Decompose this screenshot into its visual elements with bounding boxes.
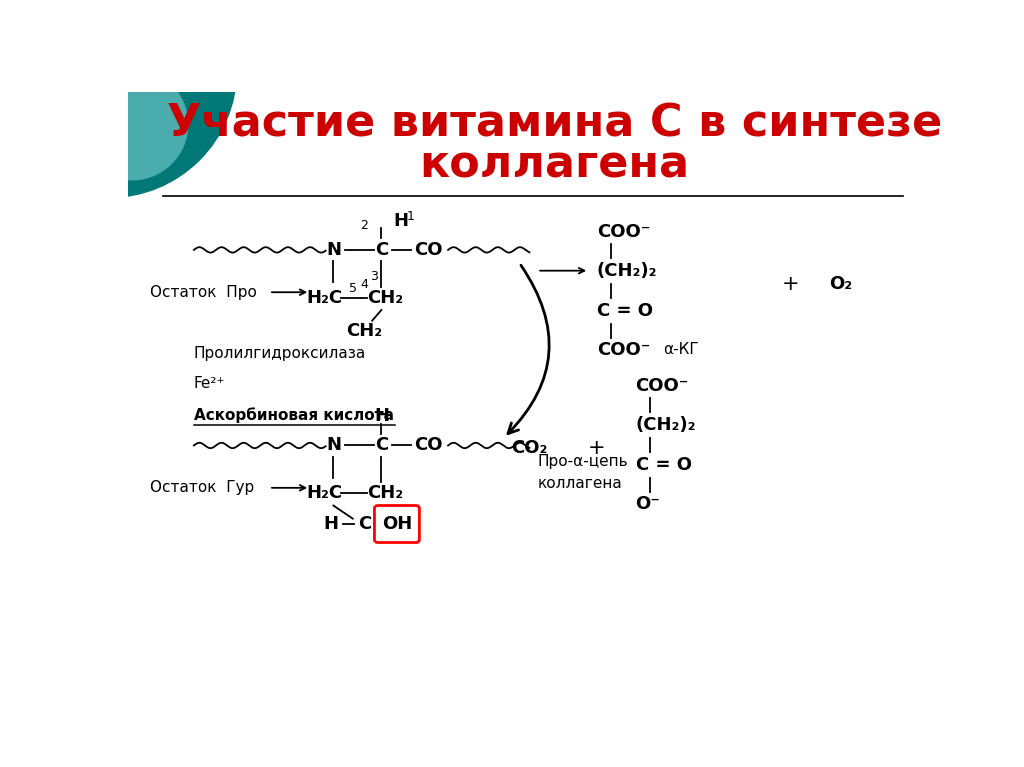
Text: Пролилгидроксилаза: Пролилгидроксилаза xyxy=(194,346,367,360)
Circle shape xyxy=(76,69,187,179)
Text: 4: 4 xyxy=(360,278,369,291)
Text: 1: 1 xyxy=(407,210,415,223)
Text: C: C xyxy=(375,436,388,455)
Text: Аскорбиновая кислота: Аскорбиновая кислота xyxy=(194,407,394,423)
Text: N: N xyxy=(326,241,341,259)
Circle shape xyxy=(0,0,237,198)
FancyArrowPatch shape xyxy=(508,265,549,433)
Text: Остаток  Гур: Остаток Гур xyxy=(150,480,254,495)
Text: H: H xyxy=(393,212,409,229)
Text: α-КГ: α-КГ xyxy=(663,343,698,357)
Text: Остаток  Про: Остаток Про xyxy=(150,285,257,300)
Text: коллагена: коллагена xyxy=(419,143,689,186)
Text: C: C xyxy=(357,515,371,533)
Text: +: + xyxy=(781,274,800,294)
Text: 2: 2 xyxy=(360,219,369,232)
Text: 5: 5 xyxy=(349,282,356,295)
Text: C = O: C = O xyxy=(597,301,653,320)
Text: CO: CO xyxy=(415,436,443,455)
Text: N: N xyxy=(326,436,341,455)
Text: COO⁻: COO⁻ xyxy=(597,223,650,241)
Text: CO₂: CO₂ xyxy=(512,439,548,457)
Text: H: H xyxy=(374,407,389,425)
Text: Про-α-цепь
коллагена: Про-α-цепь коллагена xyxy=(538,454,628,491)
Text: CH₂: CH₂ xyxy=(346,321,382,340)
Text: (CH₂)₂: (CH₂)₂ xyxy=(636,416,696,433)
Text: +: + xyxy=(588,438,605,458)
Text: 3: 3 xyxy=(371,270,379,283)
Text: Участие витамина С в синтезе: Участие витамина С в синтезе xyxy=(167,103,942,146)
Text: COO⁻: COO⁻ xyxy=(636,377,689,395)
FancyBboxPatch shape xyxy=(375,505,420,542)
Text: O⁻: O⁻ xyxy=(636,495,660,513)
Text: C: C xyxy=(375,241,388,259)
Text: OH: OH xyxy=(382,515,412,533)
Text: C = O: C = O xyxy=(636,456,691,474)
Text: CO: CO xyxy=(415,241,443,259)
Text: H₂C: H₂C xyxy=(306,288,342,307)
Text: O₂: O₂ xyxy=(829,275,853,293)
Text: Fe²⁺: Fe²⁺ xyxy=(194,377,225,391)
Text: H: H xyxy=(324,515,339,533)
Text: H₂C: H₂C xyxy=(306,484,342,502)
Text: COO⁻: COO⁻ xyxy=(597,341,650,359)
Text: CH₂: CH₂ xyxy=(368,288,403,307)
Text: (CH₂)₂: (CH₂)₂ xyxy=(597,262,657,280)
Text: CH₂: CH₂ xyxy=(368,484,403,502)
